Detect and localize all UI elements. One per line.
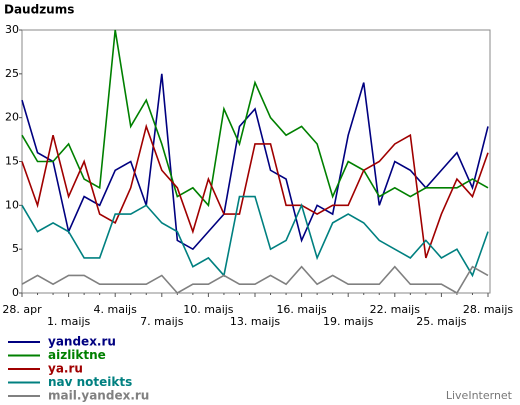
y-tick-label: 10	[5, 198, 19, 211]
y-tick-label: 25	[5, 67, 19, 80]
y-tick-label: 30	[5, 23, 19, 36]
legend-label: ya.ru	[48, 362, 83, 376]
y-tick-label: 5	[12, 242, 19, 255]
plot-frame	[21, 29, 491, 294]
legend-label: aizliktne	[48, 348, 106, 362]
series-line	[21, 123, 489, 259]
series-line	[21, 29, 489, 208]
legend-label: yandex.ru	[48, 335, 116, 349]
x-tick-label: 28. apr	[2, 303, 42, 316]
x-tick-label: 7. maijs	[140, 315, 184, 328]
x-tick-label: 19. maijs	[323, 315, 374, 328]
x-tick-label: 13. maijs	[230, 315, 281, 328]
y-axis-label: Daudzums	[4, 3, 74, 17]
series-line	[21, 265, 489, 295]
legend-label: mail.yandex.ru	[48, 389, 149, 403]
y-tick-label: 0	[12, 286, 19, 299]
y-tick-label: 15	[5, 155, 19, 168]
x-tick-label: 1. maijs	[47, 315, 91, 328]
legend-label: nav noteikts	[48, 375, 132, 389]
x-tick-label: 10. maijs	[183, 303, 234, 316]
x-tick-label: 28. maijs	[463, 303, 514, 316]
x-tick-label: 4. maijs	[94, 303, 138, 316]
y-tick-label: 20	[5, 111, 19, 124]
x-tick-label: 25. maijs	[416, 315, 467, 328]
series-line	[21, 195, 489, 278]
x-tick-label: 16. maijs	[276, 303, 327, 316]
watermark: LiveInternet	[446, 389, 513, 402]
x-tick-label: 22. maijs	[370, 303, 421, 316]
series-line	[21, 73, 489, 251]
